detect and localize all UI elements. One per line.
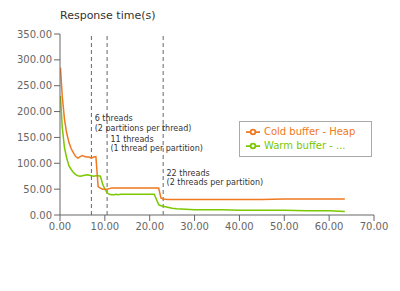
svg-text:0.00: 0.00: [30, 210, 52, 221]
svg-text:200.00: 200.00: [17, 106, 52, 117]
svg-text:22 threads(2 threads per parti: 22 threads(2 threads per partition): [167, 169, 264, 187]
svg-text:10.00: 10.00: [91, 221, 120, 232]
svg-text:250.00: 250.00: [17, 80, 52, 91]
html-text:Response time(s): Response time(s): [60, 9, 156, 22]
svg-text:20.00: 20.00: [135, 221, 164, 232]
svg-text:0.00: 0.00: [49, 221, 71, 232]
svg-text:300.00: 300.00: [17, 54, 52, 65]
svg-text:11 threads(1 thread per partit: 11 threads(1 thread per partition): [110, 135, 202, 153]
svg-text:70.00: 70.00: [360, 221, 389, 232]
html-text:Cold buffer - Heap: Cold buffer - Heap: [264, 125, 356, 137]
svg-text:30.00: 30.00: [180, 221, 209, 232]
svg-text:50.00: 50.00: [23, 184, 52, 195]
svg-text:6 threads(2 partitions per thr: 6 threads(2 partitions per thread): [95, 114, 192, 132]
svg-text:60.00: 60.00: [315, 221, 344, 232]
svg-text:50.00: 50.00: [270, 221, 299, 232]
svg-text:40.00: 40.00: [225, 221, 254, 232]
svg-text:350.00: 350.00: [17, 29, 52, 40]
svg-text:100.00: 100.00: [17, 158, 52, 169]
html-text:Warm buffer - ...: Warm buffer - ...: [264, 139, 346, 151]
svg-text:150.00: 150.00: [17, 132, 52, 143]
